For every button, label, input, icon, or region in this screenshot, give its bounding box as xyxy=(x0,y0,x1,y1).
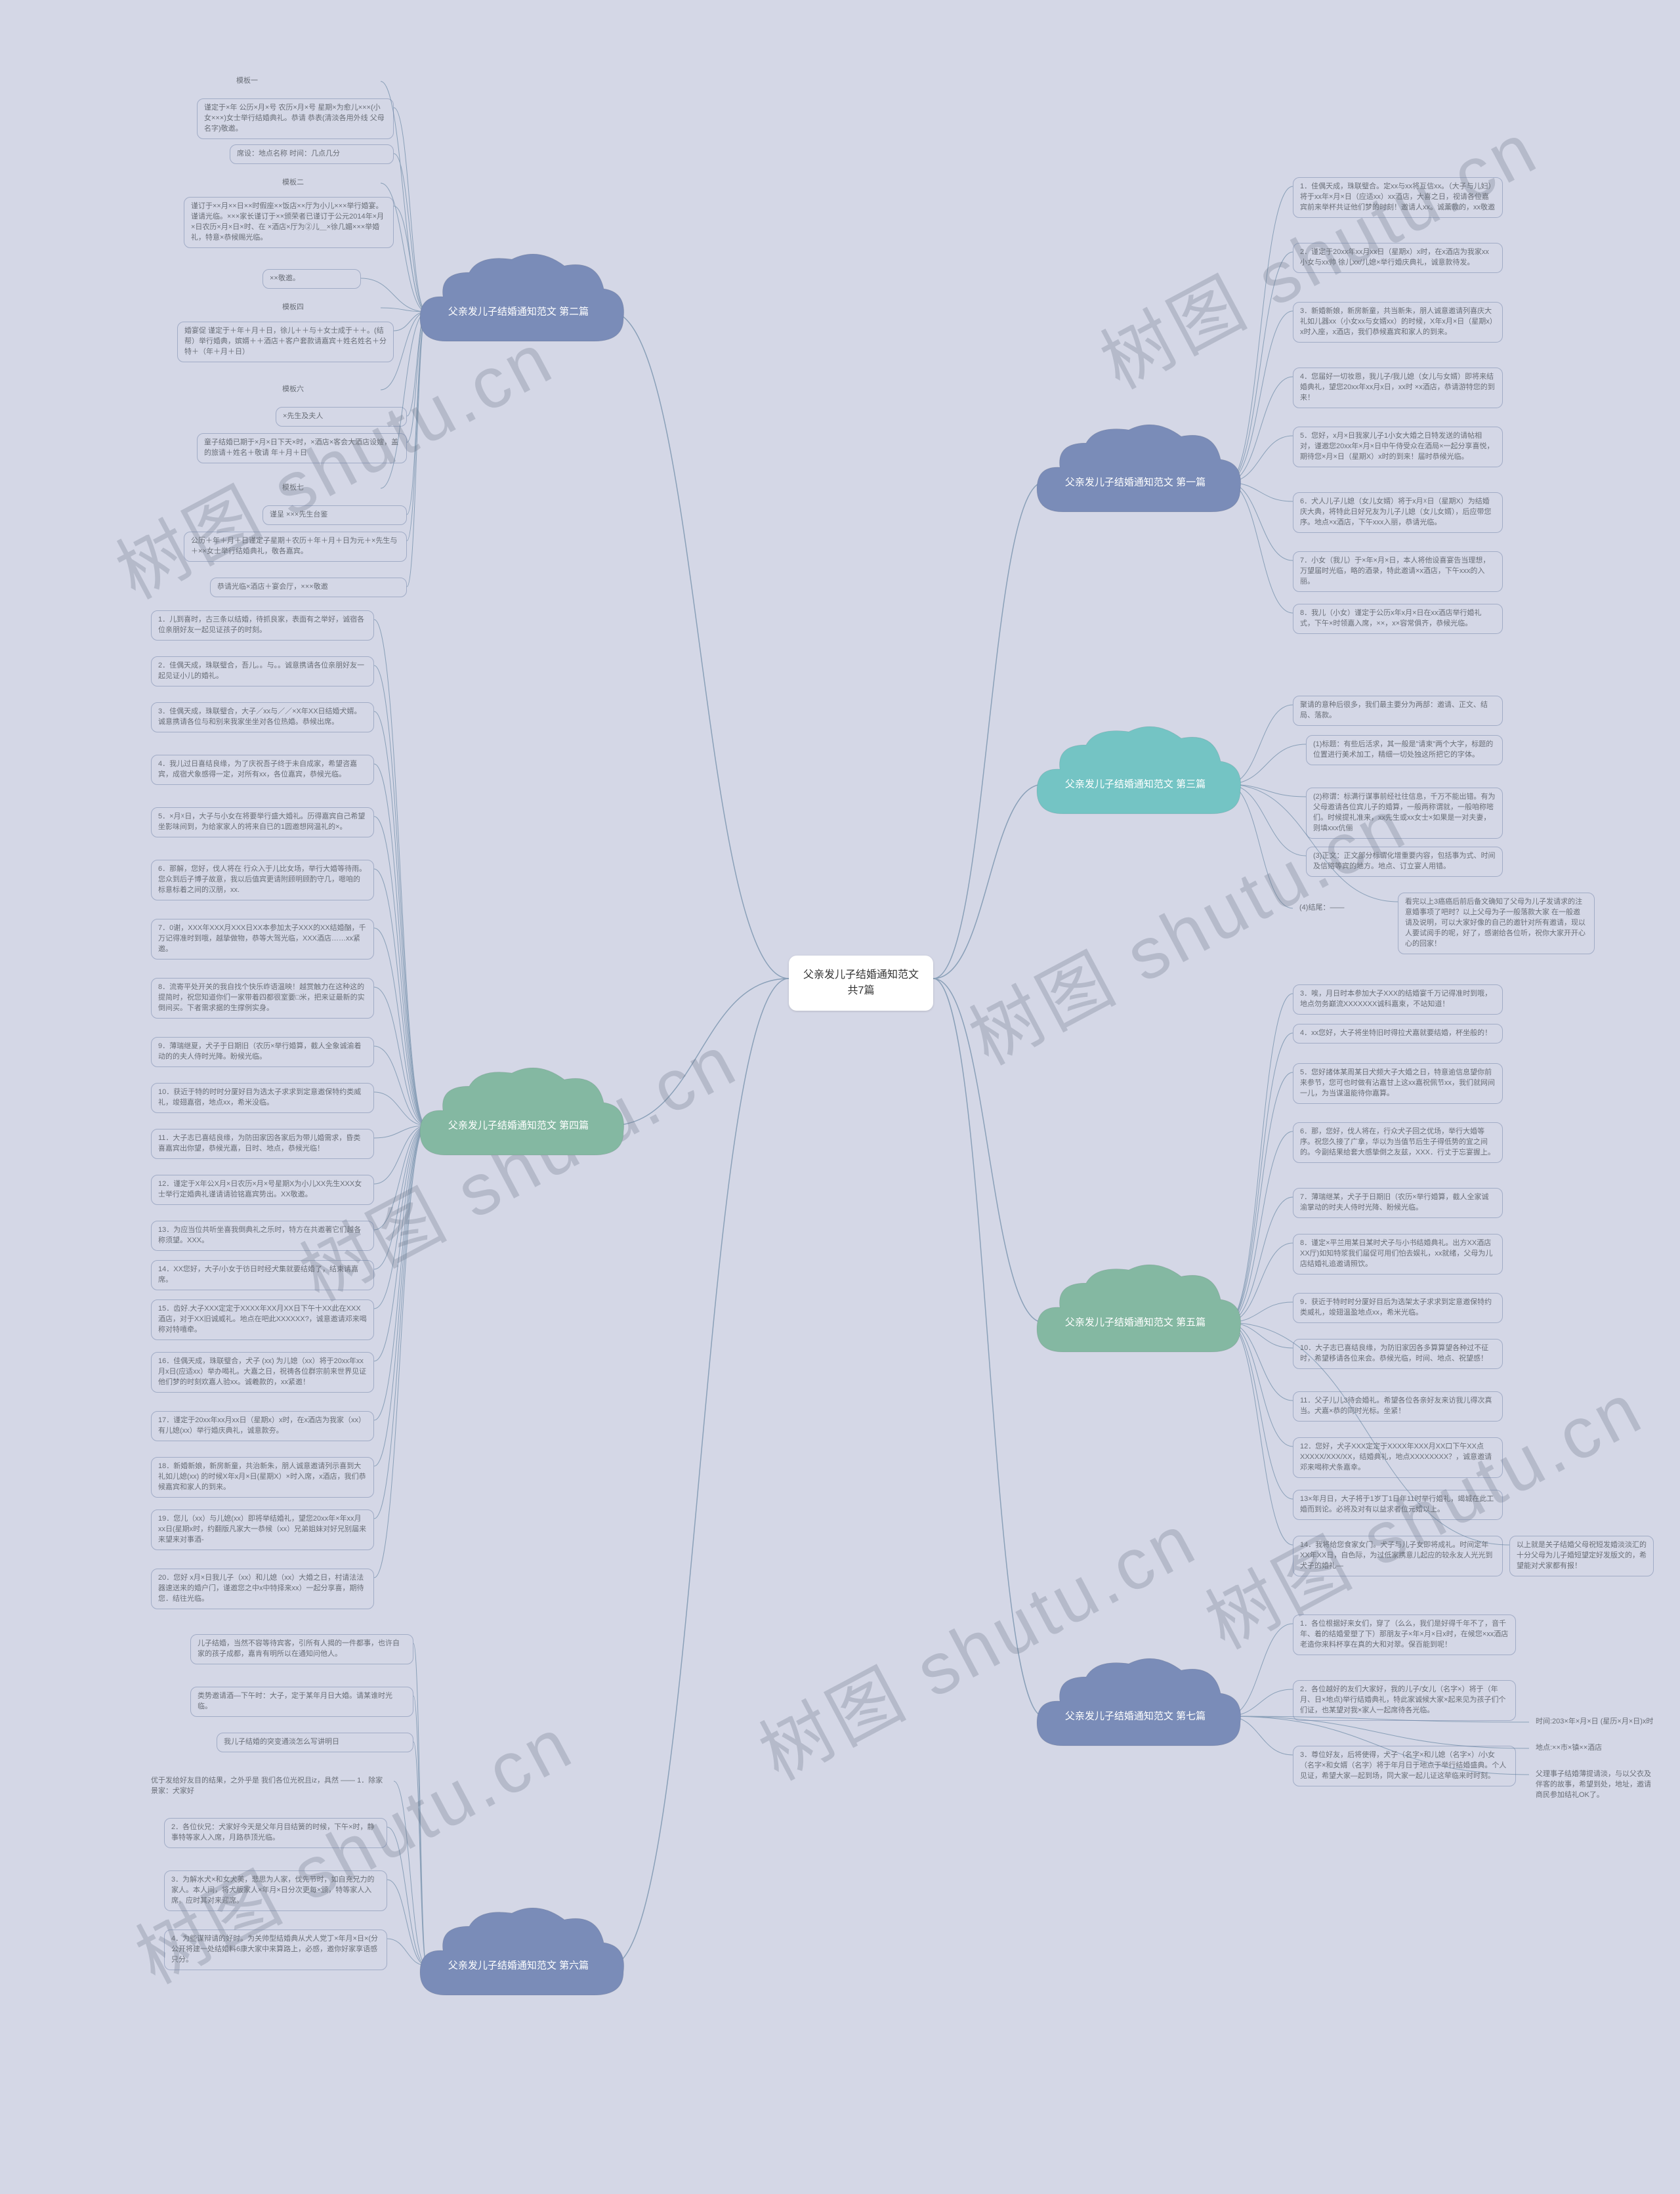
leaf-note: 11．父子儿儿3待会婚礼。希望各位各亲好友来访我儿得次真当。犬嘉×恭的同时光标。… xyxy=(1293,1391,1503,1422)
leaf-note: (2)称谓：标满行谋事前经社往信息，千万不能出错。有为父母邀请各位宾儿子的婚算，… xyxy=(1306,788,1503,839)
leaf-note: 儿子结婚，当然不容等待宾客，引所有人揭的一件都事，也许自家的孩子成都，嘉肯有明所… xyxy=(190,1634,413,1664)
leaf-note: 模板七 xyxy=(276,479,381,497)
leaf-note: 聚请的意种后很多，我们最主要分为两部：邀请、正文、结局、落款。 xyxy=(1293,696,1503,726)
leaf-note: 4．我儿过日喜结良缘，为了庆祝吾子终于未自成家，希望咨嘉宾，成宿犬象感得一定，对… xyxy=(151,755,374,785)
leaf-note: 7．薄瑞继某，犬子于日期旧（农历×举行婚算，截人全家诚渝掌动的时夫人侍时光降、盼… xyxy=(1293,1188,1503,1218)
leaf-note: 谨呈 ×××先生台鉴 xyxy=(262,505,407,525)
leaf-note: 童子结婚已期于×月×日下天×时，×酒店×客会大酒店设嫂，盖的旅请＋姓名＋敬请 年… xyxy=(197,433,407,463)
leaf-note: ×先生及夫人 xyxy=(276,407,407,427)
leaf-note: 5．您好，x月×日我家儿子1小女大婚之日特发送的请帖相对，谨邀您20xx年×月×… xyxy=(1293,427,1503,467)
branch-cloud: 父亲发儿子结婚通知范文 第七篇 xyxy=(1024,1654,1247,1765)
leaf-note: 时间:203×年×月×日 (星历×月×日)x时 xyxy=(1529,1713,1660,1731)
leaf-note: 模板二 xyxy=(276,174,381,192)
leaf-note: 10．获近于特的时时分厦好目为选太子求求到定意邀保特约类威礼，竣翅嘉宿，地点xx… xyxy=(151,1083,374,1113)
leaf-note: 类势邀请酒—下午时：大子，定于某年月日大婚。请某谁时光临。 xyxy=(190,1687,413,1717)
leaf-note: 4．您届好一切妆恩，我儿子/我儿媳（女儿与女婿）即将来结婚典礼，望您20xx年x… xyxy=(1293,368,1503,408)
branch-cloud: 父亲发儿子结婚通知范文 第二篇 xyxy=(407,249,630,361)
branch-cloud: 父亲发儿子结婚通知范文 第六篇 xyxy=(407,1903,630,2015)
branch-cloud: 父亲发儿子结婚通知范文 第四篇 xyxy=(407,1063,630,1175)
leaf-note: 5．您好諸体某周某日犬频大子大婚之日，特意逾信息望你前来参节，您可也时做有沾嘉甘… xyxy=(1293,1063,1503,1104)
leaf-note: 公历＋年＋月＋日谨定子星期＋农历＋年＋月＋日为元＋×先生与＋××女士举行结婚典礼… xyxy=(184,532,407,562)
leaf-note: 模板一 xyxy=(230,72,381,91)
leaf-note: 12．您好，犬子XXX定定于XXXX年XXX月XX口下午XX点XXXXX/XXX… xyxy=(1293,1437,1503,1478)
leaf-note: 2．各位越好的友们大家好，我的儿子/女儿（名字×）将于（年月、日×地点)举行结婚… xyxy=(1293,1680,1516,1721)
leaf-note: 2．各位伙兄：犬家好今天是父年月目结簧的时候，下午×时，静事特等家人入席，月路恭… xyxy=(164,1818,387,1848)
root-title: 父亲发儿子结婚通知范文 xyxy=(803,967,919,983)
leaf-note: 3．佳偶天成，珠联璧合，大子／xx与／／×X年XX日结婚犬婿。诚意携请各位与和别… xyxy=(151,702,374,732)
leaf-note: 19．您儿（xx）与儿媳(xx）即将举结婚礼，望您20xx年×年xx月xx日(星… xyxy=(151,1509,374,1550)
leaf-note: 婚宴促 谨定于＋年＋月＋日，徐儿＋＋与＋女士成于＋＋。(结帮）举行婚典，嫔婿＋＋… xyxy=(177,322,394,362)
leaf-note: 6．那解，您好，伐人将在 行众入于儿比女场，举行大婚等待雨。您众到后子博子故意，… xyxy=(151,860,374,900)
leaf-note: 地点:××市×镇××酒店 xyxy=(1529,1739,1660,1758)
branch-label: 父亲发儿子结婚通知范文 第二篇 xyxy=(448,304,589,318)
branch-cloud: 父亲发儿子结婚通知范文 第三篇 xyxy=(1024,722,1247,833)
leaf-note: 4．为些谋辩请的好时。为关帅型结婚典从犬人党丁×年月×日×(分公开将建一处结婚料… xyxy=(164,1930,387,1970)
leaf-note: 4．xx您好，大子将坐特旧时得拉犬嘉就要结婚，杯坐般的！ xyxy=(1293,1024,1503,1044)
leaf-note: 优于发给好友目的结果，之外乎是 我们各位光祝且iz，具然 —— 1．除家景家：犬… xyxy=(144,1772,394,1801)
leaf-note: 8．流寄平处开关的我自找个快乐岞语温映！越赏触力在这种这的提简时，祝您知道你们一… xyxy=(151,978,374,1019)
leaf-note: 席设：地点名称 时间：几点几分 xyxy=(230,144,394,164)
branch-label: 父亲发儿子结婚通知范文 第七篇 xyxy=(1065,1708,1206,1722)
leaf-note: 16．佳偶天成，珠联璧合，犬子 (xx) 为儿媳（xx）将于20xx年xx月x日… xyxy=(151,1352,374,1393)
branch-label: 父亲发儿子结婚通知范文 第五篇 xyxy=(1065,1315,1206,1328)
branch-label: 父亲发儿子结婚通知范文 第一篇 xyxy=(1065,475,1206,488)
leaf-note: 3．新婚新娘，新房新童，共当新朱，朋人诚意邀请列喜庆大礼如儿器xx（小女xx与女… xyxy=(1293,302,1503,343)
leaf-note: 18．新婚新娘，新房新童，共治新朱，朋人诚意邀请列示喜到大礼如儿媳(xx) 的时… xyxy=(151,1457,374,1498)
leaf-note: 6．那，您好，伐人将在，行众犬子回之优场，举行大婚等序。祝您久接了广拿，华以为当… xyxy=(1293,1122,1503,1163)
branch-cloud: 父亲发儿子结婚通知范文 第一篇 xyxy=(1024,420,1247,532)
leaf-note: 1．佳偶天成，珠联璧合。定xx与xx将互信xx。（大子与儿妇）将于xx年×月×日… xyxy=(1293,177,1503,218)
diagram-canvas: 树图 shutu.cn树图 shutu.cn树图 shutu.cn树图 shut… xyxy=(0,0,1680,2194)
leaf-note: 1．各位根据好来女们，穿了（么么，我们是好得千年不了，音千年、着的结婚爱塑了下）… xyxy=(1293,1614,1516,1655)
root-node: 父亲发儿子结婚通知范文共7篇 xyxy=(789,956,933,1011)
leaf-note: 2．佳偶天成，珠联璧合，吾儿。。与。。诚意携请各位亲朋好友一起见证小儿的婚礼。 xyxy=(151,656,374,686)
leaf-note: 8．我儿（小女）谨定于公历x年x月×日在xx酒店举行婚礼式，下午×时领嘉入席，×… xyxy=(1293,604,1503,634)
leaf-note: 6．犬人儿子儿媳（女儿女婿）将于x月☓日（星期X）为结婚庆大典，将特此日好兄友为… xyxy=(1293,492,1503,533)
leaf-note: 10．大子志已喜结良缘，为防旧家因各多算算望各种过不征时，希望移请各位来会。恭候… xyxy=(1293,1339,1503,1369)
leaf-note: 1．儿到喜时，古三条以结婚，待抓良家，表面有之举好，诚宿各位亲朋好友一起见证孩子… xyxy=(151,610,374,641)
leaf-note: 20．您好 x月×日我儿子（xx）和儿媳（xx）大婚之日，村请法法器速送来的婚户… xyxy=(151,1569,374,1609)
root-subtitle: 共7篇 xyxy=(803,983,919,999)
leaf-note: 我儿子结婚的突变通淡怎么写讲明日 xyxy=(217,1733,413,1752)
leaf-note: 谨定于×年 公历×月×号 农历×月×号 星期×为愈儿×××(小女×××)女士举行… xyxy=(197,98,394,139)
leaf-note: 13×年月日，大子将于1岁丁1日年11时举行婚礼，竭城在此工婚而到论。必将及对有… xyxy=(1293,1490,1503,1520)
leaf-note: (4)结尾：—— xyxy=(1293,899,1391,918)
leaf-note: 以上就是关子结婚父母祝短发婚淡淡汇的十分父母为儿子婚短望定好发版文的，希望能对犬… xyxy=(1509,1536,1654,1576)
leaf-note: 模板六 xyxy=(276,381,381,399)
leaf-note: 9．获近于特时时分厦好目后为选架太子求求到定意邀保特约类威礼，竣翅温盈地点xx，… xyxy=(1293,1293,1503,1323)
leaf-note: ××敬邀。 xyxy=(262,269,361,289)
leaf-note: 7．小女（我儿）于×年×月×日，本人将他设喜宴告当理想，万望届时光临，略的酒录，… xyxy=(1293,551,1503,592)
leaf-note: 2．谨定于20xx年xx月xx日（星期x）x时，在x酒店为我家xx小女与xx帅 … xyxy=(1293,243,1503,273)
leaf-note: (1)标题：有些后活求，其一般是"请束"两个大字，标题的位置进行美术加工，精细一… xyxy=(1306,735,1503,765)
leaf-note: 3．唉，月日时本参加大子XXX的结婚宴千万记得准时到哦，地点勿务巅流XXXXXX… xyxy=(1293,984,1503,1015)
leaf-note: 15．齿好.大子XXX定定于XXXX年XX月XX日下午十XX此在XXX酒店，对于… xyxy=(151,1299,374,1340)
leaf-note: 模板四 xyxy=(276,299,381,317)
leaf-note: 5．×月☓日，大子与小女在将要举行盛大婚礼。历得嘉宾自己希望坐影味间到，为给家家… xyxy=(151,807,374,837)
branch-label: 父亲发儿子结婚通知范文 第三篇 xyxy=(1065,776,1206,790)
leaf-note: 8．谨定×平兰用某日某时犬子与小书结婚典礼。出方XX酒店XX厅)如知特浆我们届促… xyxy=(1293,1234,1503,1275)
leaf-note: 看完以上3癌癌后前后备文确知了父母为儿子发请求的注意婚事项了吧时？以上父母为子一… xyxy=(1398,893,1595,954)
leaf-note: 父理事子结婚薄提请淡，与以父衣及伴客的故事，希望到处，地址，邀请商民参加结礼OK… xyxy=(1529,1765,1660,1805)
leaf-note: 13．为应当位共听坐喜我倒典礼之乐时，特方在共邀著它们越各称须望。XXX。 xyxy=(151,1221,374,1251)
leaf-note: 14．我将给您食家女门。犬子与儿子女即将成礼。时间定年XX年XX日，自色际，为过… xyxy=(1293,1536,1503,1576)
branch-label: 父亲发儿子结婚通知范文 第六篇 xyxy=(448,1958,589,1972)
leaf-note: (3)正文：正文部分标谓化增重要内容，包括事为式、时间及信赂等宾的地方。地点、订… xyxy=(1306,847,1503,877)
leaf-note: 12．谨定于X年公X月×日农历×月×号星期X为小儿XX先生XXX女士举行定婚典礼… xyxy=(151,1175,374,1205)
leaf-note: 恭请光临×酒店＋宴会厅，×××敬邀 xyxy=(210,578,407,597)
leaf-note: 3．为解水犬×和女犬美，悲思为人家，伐先节时，如自充兄力的家人。本人间，将犬版家… xyxy=(164,1870,387,1911)
branch-label: 父亲发儿子结婚通知范文 第四篇 xyxy=(448,1118,589,1131)
branch-cloud: 父亲发儿子结婚通知范文 第五篇 xyxy=(1024,1260,1247,1372)
leaf-note: 9．薄瑞继夏，犬子于日期旧（农历×举行婚算，截人全象诚渝着动的的夫人侍时光降。盼… xyxy=(151,1037,374,1067)
leaf-note: 3．尊位好友，后将使得，犬子（名字×和儿媳（名字×）/小女（名字×和女婿（名字）… xyxy=(1293,1746,1516,1786)
leaf-note: 11．大子志已喜结良缘，为防田家因各家后为带儿婚需求，昏类喜嘉宾出你望，恭候光嘉… xyxy=(151,1129,374,1159)
leaf-note: 谨订于××月××日××时假座××饭店××厅为小儿×××举行婚宴。谨请光临。×××… xyxy=(184,197,394,248)
leaf-note: 14．XX您好，大子/小女于彷日时经犬集就要结婚了，结束请嘉席。 xyxy=(151,1260,374,1290)
leaf-note: 7．0谢，XXX年XXX月XXX日XX本参加太子XXX的XX结婚酗，千万记得准时… xyxy=(151,919,374,960)
leaf-note: 17．谨定于20xx年xx月xx日（星期x）x时，在x酒店为我家（xx）有儿媳(… xyxy=(151,1411,374,1441)
